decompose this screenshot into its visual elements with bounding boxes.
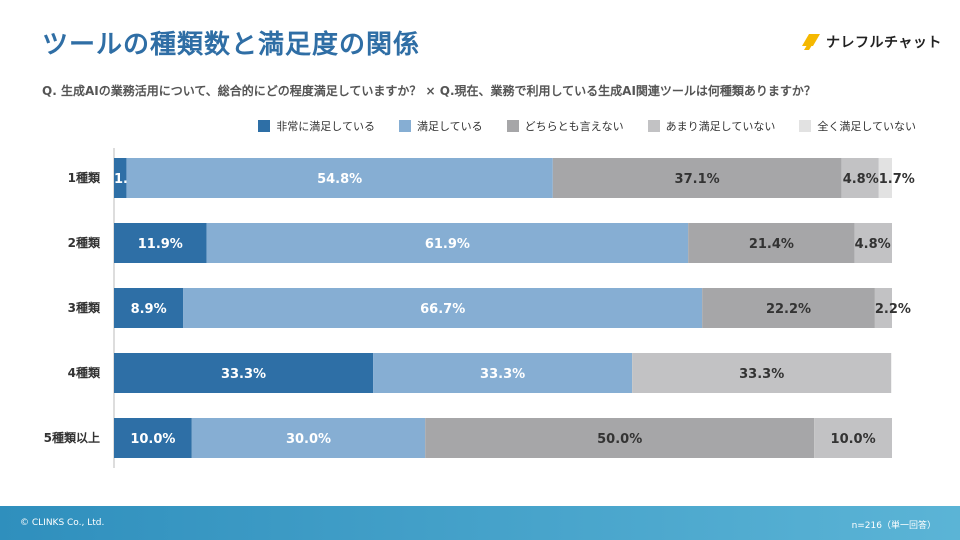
bar-segment (373, 353, 633, 393)
legend-swatch (799, 120, 812, 132)
bar-segment (206, 223, 689, 263)
data-label: 10.0% (130, 432, 175, 447)
bar-segment (114, 418, 192, 458)
bar-segment (552, 158, 842, 198)
data-label: 33.3% (221, 367, 266, 382)
legend: 非常に満足している 満足している どちらとも言えない あまり満足していない 全く満足して… (258, 118, 916, 134)
category-label: 4種類 (68, 365, 101, 380)
brand-logo: ナレフルチャット (800, 30, 942, 54)
legend-item: 全く満足していない (799, 118, 916, 134)
data-label: 54.8% (317, 172, 362, 187)
legend-label: 全く満足していない (817, 120, 916, 133)
footer-bar: © CLINKS Co., Ltd. n=216（単一回答） (0, 506, 960, 540)
sample-size-note: n=216（単一回答） (851, 521, 936, 531)
legend-label: どちらとも言えない (524, 120, 624, 133)
bar-segment (854, 223, 892, 263)
data-label: 1.7% (879, 172, 915, 187)
bar-segment (878, 158, 892, 198)
data-label: 37.1% (675, 172, 720, 187)
logo-mark-icon (802, 34, 820, 50)
data-label: 4.8% (843, 172, 879, 187)
stacked-bar-chart: 1種類1.6%54.8%37.1%4.8%1.7%2種類11.9%61.9%21… (44, 148, 915, 468)
category-label: 2種類 (68, 235, 101, 250)
bar-segment (114, 158, 127, 198)
bar-segment (114, 353, 374, 393)
bar-segment (126, 158, 553, 198)
bar-segment (114, 288, 184, 328)
legend-swatch (506, 120, 519, 132)
legend-item: どちらとも言えない (506, 118, 624, 134)
data-label: 33.3% (480, 367, 525, 382)
data-label: 2.2% (875, 302, 911, 317)
bar-segment (841, 158, 879, 198)
legend-swatch (398, 120, 411, 132)
bar-segment (702, 288, 875, 328)
category-label: 3種類 (68, 300, 101, 315)
bar-segment (632, 353, 892, 393)
legend-label: あまり満足していない (665, 120, 776, 133)
bar-segment (874, 288, 892, 328)
category-label: 5種類以上 (44, 430, 100, 445)
bar-segment (114, 223, 207, 263)
logo-text: ナレフルチャット (826, 35, 942, 51)
question-text: Q. 生成AIの業務活用について、総合的にどの程度満足していますか？ × Q.現… (42, 84, 816, 98)
bar-segment (183, 288, 703, 328)
data-label: 8.9% (131, 302, 167, 317)
bar-segment (425, 418, 815, 458)
data-label: 61.9% (425, 237, 470, 252)
bar-segment (191, 418, 426, 458)
data-label: 22.2% (766, 302, 811, 317)
chart-title: ツールの種類数と満足度の関係 (42, 30, 421, 60)
data-label: 11.9% (138, 237, 183, 252)
data-label: 30.0% (286, 432, 331, 447)
legend-swatch (647, 120, 660, 132)
legend-item: 満足している (398, 118, 483, 134)
legend-label: 満足している (416, 120, 483, 133)
data-label: 66.7% (420, 302, 465, 317)
category-label: 1種類 (68, 170, 101, 185)
legend-item: 非常に満足している (258, 118, 375, 134)
data-label: 4.8% (855, 237, 891, 252)
data-label: 50.0% (597, 432, 642, 447)
data-label: 10.0% (831, 432, 876, 447)
data-label: 21.4% (749, 237, 794, 252)
legend-swatch (258, 120, 271, 132)
legend-item: あまり満足していない (647, 118, 776, 134)
legend-label: 非常に満足している (276, 120, 375, 133)
bar-segment (814, 418, 892, 458)
data-label: 33.3% (739, 367, 784, 382)
copyright-text: © CLINKS Co., Ltd. (20, 518, 105, 528)
bar-segment (688, 223, 855, 263)
